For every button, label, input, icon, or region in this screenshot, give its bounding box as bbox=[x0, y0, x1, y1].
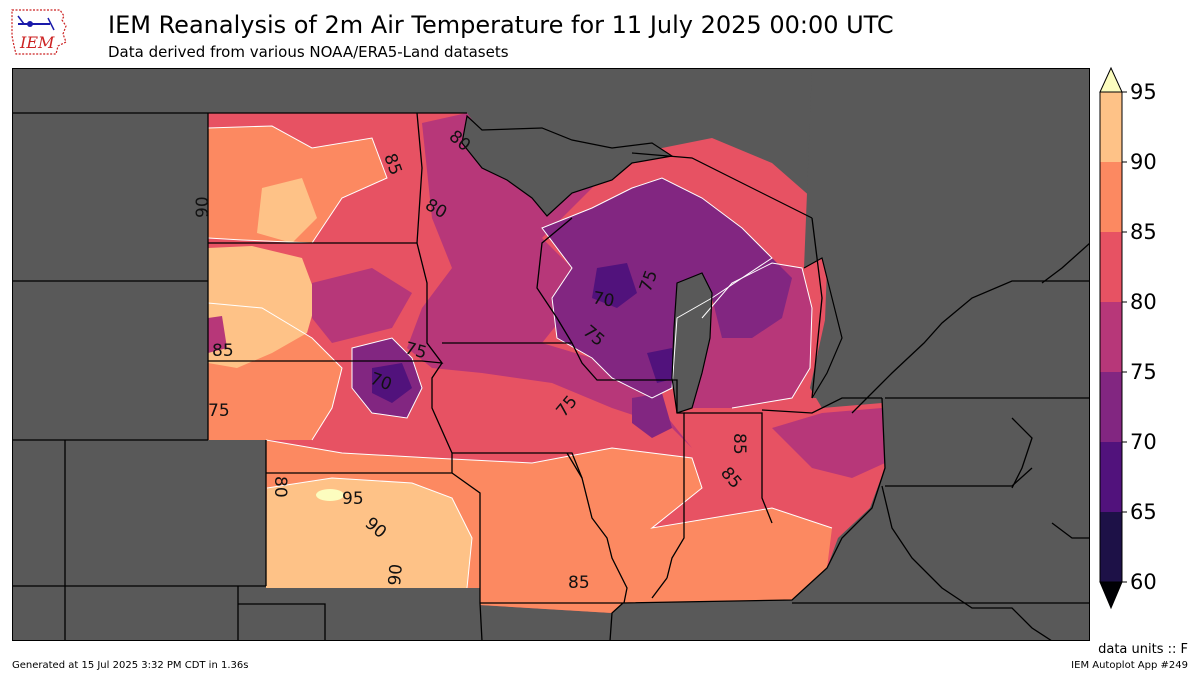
colorbar-bin bbox=[1100, 162, 1122, 232]
colorbar-tick-label: 80 bbox=[1130, 290, 1157, 314]
data-units-label: data units :: F bbox=[1098, 642, 1188, 657]
generated-timestamp: Generated at 15 Jul 2025 3:32 PM CDT in … bbox=[12, 660, 249, 671]
contour-90-95 bbox=[208, 178, 472, 588]
iem-logo: IEM bbox=[11, 9, 67, 55]
lake-superior bbox=[462, 116, 672, 216]
contour-label: 90 bbox=[385, 563, 407, 586]
state-boundaries bbox=[12, 112, 1090, 641]
colorbar-bin bbox=[1100, 442, 1122, 512]
colorbar-bin bbox=[1100, 232, 1122, 302]
contour-label: 85 bbox=[212, 341, 234, 361]
map-subtitle: Data derived from various NOAA/ERA5-Land… bbox=[108, 43, 509, 61]
colorbar-bin bbox=[1100, 372, 1122, 442]
colorbar-extend-high bbox=[1099, 66, 1123, 93]
outside-domain-west bbox=[12, 68, 480, 641]
colorbar-tick-label: 60 bbox=[1130, 570, 1157, 594]
colorbar-tick-label: 75 bbox=[1130, 360, 1157, 384]
contour-label: 85 bbox=[568, 573, 590, 593]
map-frame bbox=[12, 68, 1090, 641]
contour-label: 90 bbox=[193, 196, 213, 218]
colorbar-tick-label: 65 bbox=[1130, 500, 1157, 524]
colorbar-tick-label: 85 bbox=[1130, 220, 1157, 244]
colorbar: 60 65 70 75 80 85 90 95 bbox=[1099, 66, 1157, 610]
lake-outlines bbox=[461, 114, 843, 414]
contour-lines bbox=[207, 125, 833, 589]
outside-domain-east bbox=[792, 398, 1090, 641]
colorbar-extend-low bbox=[1099, 581, 1123, 610]
colorbar-tick-label: 95 bbox=[1130, 80, 1157, 104]
colorbar-bin bbox=[1100, 92, 1122, 162]
logo-text: IEM bbox=[19, 33, 55, 52]
colorbar-bin bbox=[1100, 302, 1122, 372]
colorbar-ticks: 60 65 70 75 80 85 90 95 bbox=[1122, 80, 1157, 594]
lake-michigan bbox=[672, 273, 712, 413]
contour-label: 80 bbox=[270, 476, 290, 498]
contour-label: 70 bbox=[591, 288, 616, 311]
map-title: IEM Reanalysis of 2m Air Temperature for… bbox=[108, 11, 894, 39]
temperature-map: 85 80 80 90 85 75 70 70 75 75 75 75 85 8… bbox=[12, 68, 1090, 641]
colorbar-bin bbox=[1100, 512, 1122, 582]
lake-huron-erie bbox=[804, 68, 1090, 408]
contour-label: 75 bbox=[208, 401, 230, 421]
colorbar-tick-label: 70 bbox=[1130, 430, 1157, 454]
contour-label: 85 bbox=[729, 433, 749, 455]
autoplot-app-label: IEM Autoplot App #249 bbox=[1071, 660, 1188, 671]
contour-70-75 bbox=[352, 178, 792, 438]
colorbar-frame bbox=[1099, 91, 1123, 583]
contour-label: 95 bbox=[342, 489, 364, 509]
contour-95-plus bbox=[316, 489, 344, 501]
colorbar-bins bbox=[1100, 92, 1122, 582]
colorbar-tick-label: 90 bbox=[1130, 150, 1157, 174]
